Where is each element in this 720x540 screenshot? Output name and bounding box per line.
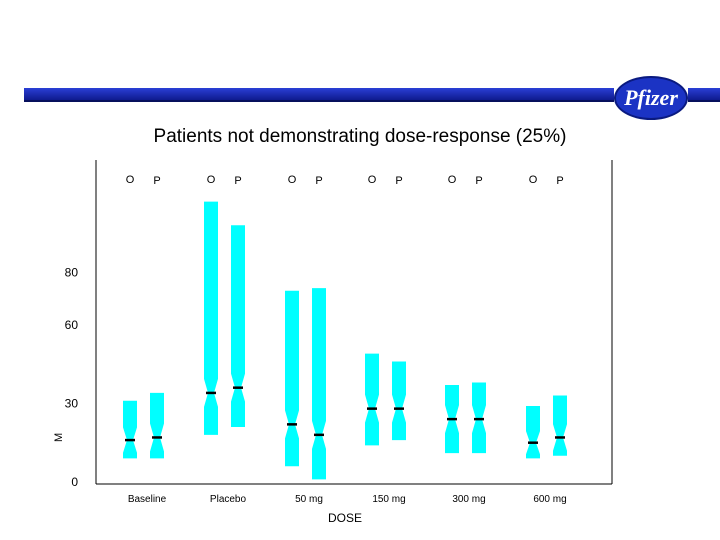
x-tick-label: 600 mg xyxy=(533,494,566,505)
box-50-mg-p xyxy=(312,288,326,480)
header-bar-right xyxy=(688,88,720,102)
box-50-mg-o xyxy=(285,290,299,467)
column-label: P xyxy=(315,175,322,187)
box-600-mg-o xyxy=(526,406,540,459)
box-baseline-p xyxy=(150,392,164,459)
chart-title: Patients not demonstrating dose-response… xyxy=(153,126,567,147)
box-placebo-o xyxy=(204,201,218,435)
column-label: O xyxy=(529,174,538,186)
column-label: P xyxy=(556,175,563,187)
box-placebo-p xyxy=(231,225,245,427)
x-tick-label: Baseline xyxy=(128,494,167,505)
column-label: P xyxy=(234,175,241,187)
y-tick-label: 60 xyxy=(65,318,79,332)
box-300-mg-p xyxy=(472,382,486,454)
box-baseline-o xyxy=(123,400,137,459)
column-label: O xyxy=(126,174,135,186)
column-label: P xyxy=(153,175,160,187)
column-label: O xyxy=(368,174,377,186)
y-tick-label: 80 xyxy=(65,265,79,279)
box-150-mg-o xyxy=(365,353,379,446)
y-tick-label: 0 xyxy=(71,475,78,489)
x-tick-label: 150 mg xyxy=(372,494,405,505)
pfizer-logo: Pfizer xyxy=(614,76,688,120)
y-axis-label: M xyxy=(53,433,65,442)
header-bar xyxy=(24,88,614,102)
column-label: O xyxy=(207,174,216,186)
x-axis-label: DOSE xyxy=(328,511,362,525)
x-tick-label: 50 mg xyxy=(295,494,323,505)
box-150-mg-p xyxy=(392,361,406,441)
column-label: P xyxy=(475,175,482,187)
y-tick-label: 30 xyxy=(65,396,79,410)
column-label: O xyxy=(288,174,297,186)
column-label: P xyxy=(395,175,402,187)
x-tick-label: Placebo xyxy=(210,494,247,505)
box-600-mg-p xyxy=(553,395,567,456)
x-tick-label: 300 mg xyxy=(452,494,485,505)
column-label: O xyxy=(448,174,457,186)
